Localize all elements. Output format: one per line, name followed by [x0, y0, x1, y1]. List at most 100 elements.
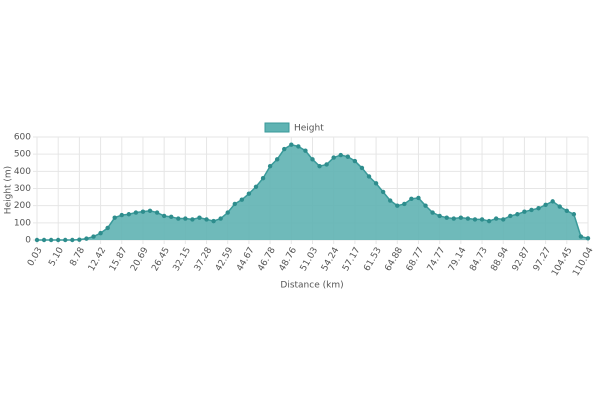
point — [501, 217, 506, 222]
point — [204, 217, 209, 222]
point — [98, 230, 103, 236]
point — [352, 158, 358, 164]
point — [493, 216, 499, 221]
area — [37, 144, 588, 240]
x-tick-label: 20.69 — [129, 246, 151, 274]
point — [119, 212, 124, 218]
point — [451, 216, 456, 221]
point — [380, 189, 386, 195]
y-tick-label: 300 — [14, 184, 31, 194]
point — [218, 216, 223, 221]
point — [416, 195, 421, 201]
point — [211, 218, 216, 224]
x-tick-label: 79.14 — [447, 246, 469, 274]
point — [366, 174, 372, 179]
x-tick-label: 84.73 — [468, 246, 490, 273]
point — [571, 212, 577, 217]
point — [388, 198, 393, 203]
x-tick-label: 0.03 — [26, 246, 45, 268]
point — [55, 237, 61, 243]
point — [472, 217, 478, 222]
y-tick-label: 0 — [25, 236, 31, 246]
point — [48, 237, 54, 243]
point — [359, 165, 365, 171]
x-tick-label: 54.24 — [320, 246, 342, 274]
point — [267, 163, 273, 169]
point — [486, 218, 492, 224]
x-tick-label: 57.17 — [341, 246, 363, 273]
y-tick-label: 400 — [14, 167, 31, 177]
point — [133, 210, 139, 215]
point — [282, 146, 287, 152]
point — [161, 213, 167, 219]
point — [176, 216, 181, 221]
x-tick-label: 8.78 — [68, 246, 87, 269]
point — [536, 206, 541, 211]
y-axis-label: Height (m) — [4, 166, 14, 214]
x-tick-label: 26.45 — [150, 246, 172, 273]
point — [437, 213, 442, 219]
point — [345, 154, 351, 159]
point — [395, 203, 400, 208]
point — [458, 215, 464, 220]
point — [402, 201, 407, 207]
point — [310, 157, 315, 162]
point — [338, 152, 343, 158]
x-tick-label: 15.87 — [108, 246, 130, 273]
x-tick-label: 32.15 — [172, 246, 194, 273]
x-tick-label: 46.78 — [256, 246, 278, 274]
point — [578, 234, 584, 239]
x-tick-label: 5.10 — [47, 246, 66, 269]
point — [479, 217, 485, 222]
point — [508, 213, 513, 219]
x-tick-label: 12.42 — [87, 246, 109, 273]
point — [317, 163, 322, 169]
point — [246, 191, 252, 196]
point — [465, 216, 471, 221]
x-tick-label: 68.77 — [405, 246, 427, 273]
point — [331, 155, 336, 160]
x-tick-label: 51.03 — [299, 246, 321, 273]
point — [190, 217, 195, 222]
x-tick-label: 48.76 — [278, 246, 300, 274]
point — [225, 210, 230, 215]
x-tick-label: 74.77 — [426, 246, 448, 273]
x-tick-label: 97.27 — [532, 246, 554, 273]
point — [564, 208, 570, 214]
point — [522, 209, 527, 214]
point — [84, 236, 89, 241]
point — [543, 202, 548, 208]
point — [105, 225, 110, 231]
x-tick-label: 88.94 — [489, 246, 511, 274]
point — [289, 142, 294, 147]
point — [232, 201, 237, 207]
x-tick-label: 110.04 — [571, 246, 596, 279]
x-tick-label: 92.87 — [511, 246, 533, 273]
y-tick-label: 200 — [14, 201, 31, 211]
point — [409, 196, 414, 201]
point — [296, 144, 301, 149]
x-tick-label: 37.28 — [193, 246, 215, 274]
point — [423, 203, 428, 208]
point — [585, 236, 591, 241]
point — [557, 204, 562, 209]
point — [303, 148, 308, 153]
y-tick-label: 500 — [14, 150, 31, 160]
x-tick-label: 44.67 — [235, 246, 257, 273]
point — [41, 237, 47, 243]
legend-swatch — [264, 122, 290, 133]
point — [154, 210, 160, 215]
point — [183, 216, 188, 221]
y-tick-label: 600 — [14, 133, 31, 143]
point — [147, 208, 153, 214]
point — [373, 181, 379, 186]
point — [34, 237, 40, 243]
point — [70, 237, 75, 243]
x-axis-label: Distance (km) — [280, 281, 343, 291]
point — [77, 237, 82, 242]
point — [112, 215, 117, 220]
point — [324, 162, 329, 167]
point — [140, 209, 146, 214]
legend-label: Height — [294, 124, 324, 134]
point — [430, 210, 435, 215]
